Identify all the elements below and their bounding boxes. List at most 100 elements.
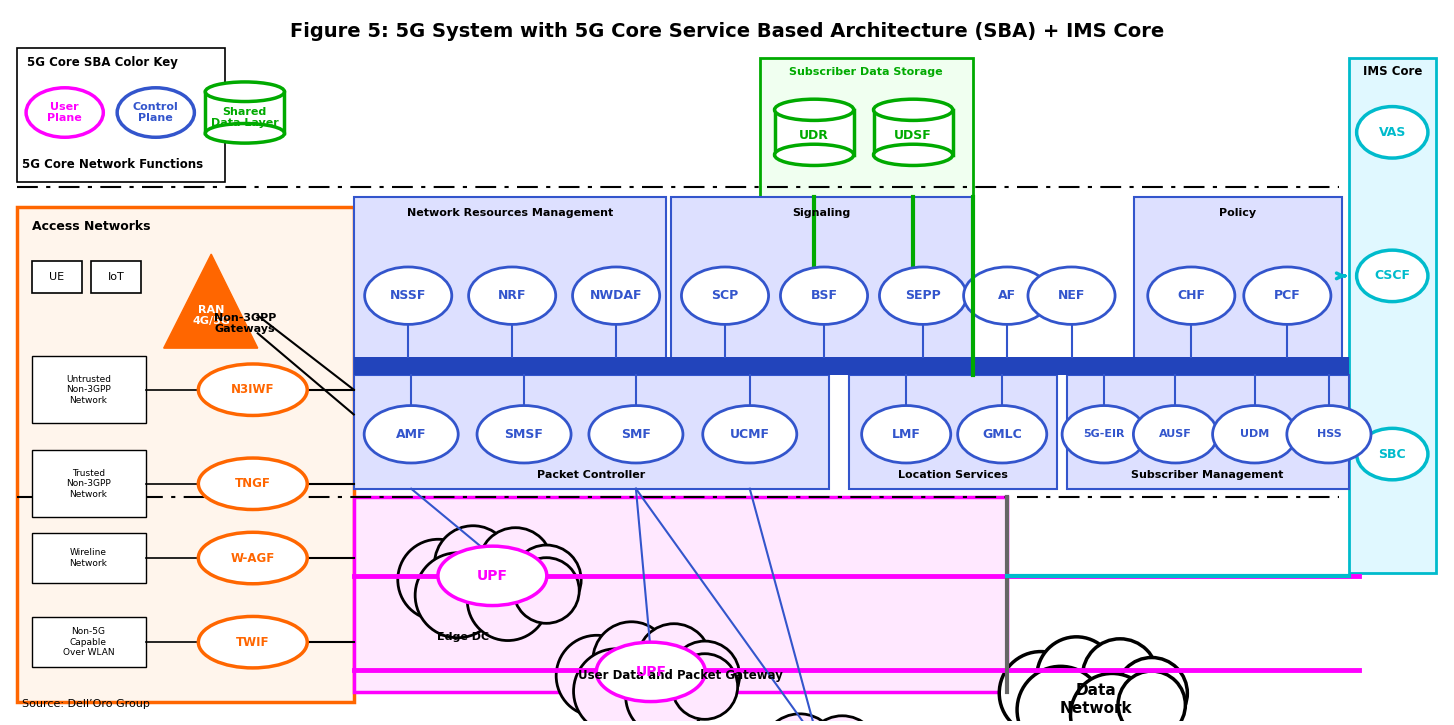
Circle shape <box>513 558 579 624</box>
Text: User Data and Packet Gateway: User Data and Packet Gateway <box>579 669 782 682</box>
Circle shape <box>557 635 637 716</box>
Circle shape <box>398 539 478 621</box>
Circle shape <box>435 526 512 603</box>
Text: 5G Core SBA Color Key: 5G Core SBA Color Key <box>28 56 177 69</box>
Ellipse shape <box>365 267 452 324</box>
Text: Source: Dell’Oro Group: Source: Dell’Oro Group <box>22 699 150 708</box>
Text: Network Resources Management: Network Resources Management <box>407 207 612 218</box>
Ellipse shape <box>1213 405 1297 463</box>
Bar <box>32 450 145 518</box>
Ellipse shape <box>198 364 307 415</box>
Ellipse shape <box>198 616 307 668</box>
Text: NSSF: NSSF <box>390 289 426 302</box>
Ellipse shape <box>862 405 951 463</box>
Text: NRF: NRF <box>497 289 526 302</box>
Text: UDSF: UDSF <box>894 129 932 142</box>
Ellipse shape <box>573 267 660 324</box>
Text: SBC: SBC <box>1378 447 1406 460</box>
Text: Non-5G
Capable
Over WLAN: Non-5G Capable Over WLAN <box>63 627 115 657</box>
Circle shape <box>1117 658 1188 725</box>
Text: UCMF: UCMF <box>730 428 769 441</box>
Text: PCF: PCF <box>1274 289 1301 302</box>
Text: AUSF: AUSF <box>1159 429 1192 439</box>
Ellipse shape <box>468 267 555 324</box>
Ellipse shape <box>1028 267 1115 324</box>
Text: 5G-EIR: 5G-EIR <box>1083 429 1125 439</box>
Ellipse shape <box>1061 405 1146 463</box>
Bar <box>670 196 973 373</box>
Text: NWDAF: NWDAF <box>590 289 643 302</box>
Text: VAS: VAS <box>1378 126 1406 138</box>
Text: BSF: BSF <box>810 289 838 302</box>
Text: N3IWF: N3IWF <box>231 384 275 397</box>
Text: SEPP: SEPP <box>906 289 941 302</box>
Text: Location Services: Location Services <box>897 470 1008 480</box>
Text: Wireline
Network: Wireline Network <box>70 548 108 568</box>
Ellipse shape <box>596 642 705 702</box>
Text: TWIF: TWIF <box>236 636 269 649</box>
Text: Packet Controller: Packet Controller <box>537 470 646 480</box>
Text: Signaling: Signaling <box>792 207 851 218</box>
Text: Shared
Data Layer: Shared Data Layer <box>211 107 279 128</box>
Text: GMLC: GMLC <box>983 428 1022 441</box>
Bar <box>32 261 81 293</box>
Text: UDR: UDR <box>800 129 829 142</box>
Circle shape <box>806 716 878 725</box>
Circle shape <box>1016 666 1104 725</box>
Ellipse shape <box>880 267 967 324</box>
Ellipse shape <box>874 144 952 165</box>
Circle shape <box>467 560 548 641</box>
Ellipse shape <box>775 99 853 120</box>
Text: 5G Core Network Functions: 5G Core Network Functions <box>22 159 204 172</box>
Ellipse shape <box>1243 267 1330 324</box>
Ellipse shape <box>781 267 868 324</box>
Bar <box>353 196 666 373</box>
Ellipse shape <box>438 546 547 605</box>
Circle shape <box>760 714 839 725</box>
Text: UPF: UPF <box>477 569 507 583</box>
Bar <box>775 109 853 155</box>
Text: SMF: SMF <box>621 428 651 441</box>
Ellipse shape <box>364 405 458 463</box>
Ellipse shape <box>205 82 285 102</box>
Ellipse shape <box>775 144 853 165</box>
Text: AMF: AMF <box>395 428 426 441</box>
Text: SCP: SCP <box>711 289 739 302</box>
Ellipse shape <box>1357 107 1428 158</box>
Text: SMSF: SMSF <box>505 428 544 441</box>
Bar <box>1134 196 1342 373</box>
Circle shape <box>637 624 711 697</box>
Text: Figure 5: 5G System with 5G Core Service Based Architecture (SBA) + IMS Core: Figure 5: 5G System with 5G Core Service… <box>289 22 1165 41</box>
Text: IMS Core: IMS Core <box>1362 65 1422 78</box>
Circle shape <box>593 622 670 699</box>
Circle shape <box>999 652 1082 725</box>
Text: Edge DC: Edge DC <box>436 632 489 642</box>
Text: CHF: CHF <box>1178 289 1205 302</box>
Text: User
Plane: User Plane <box>48 102 81 123</box>
Text: UPF: UPF <box>635 665 666 679</box>
Ellipse shape <box>477 405 571 463</box>
Text: Trusted
Non-3GPP
Network: Trusted Non-3GPP Network <box>65 469 111 499</box>
Text: AF: AF <box>997 289 1016 302</box>
Ellipse shape <box>874 99 952 120</box>
Ellipse shape <box>682 267 769 324</box>
Ellipse shape <box>1357 428 1428 480</box>
Ellipse shape <box>205 123 285 143</box>
Text: LMF: LMF <box>891 428 920 441</box>
Bar <box>32 356 145 423</box>
Text: CSCF: CSCF <box>1374 270 1410 282</box>
Bar <box>17 207 353 702</box>
Circle shape <box>670 641 740 710</box>
Ellipse shape <box>198 458 307 510</box>
Bar <box>849 375 1057 489</box>
Bar <box>759 58 973 196</box>
Ellipse shape <box>964 267 1051 324</box>
Bar <box>874 109 952 155</box>
Bar <box>32 618 145 667</box>
Ellipse shape <box>1357 250 1428 302</box>
Text: Non-3GPP
Gateways: Non-3GPP Gateways <box>214 312 276 334</box>
Bar <box>32 534 145 583</box>
Circle shape <box>1070 674 1153 725</box>
Circle shape <box>416 552 500 638</box>
Text: UE: UE <box>49 272 64 282</box>
